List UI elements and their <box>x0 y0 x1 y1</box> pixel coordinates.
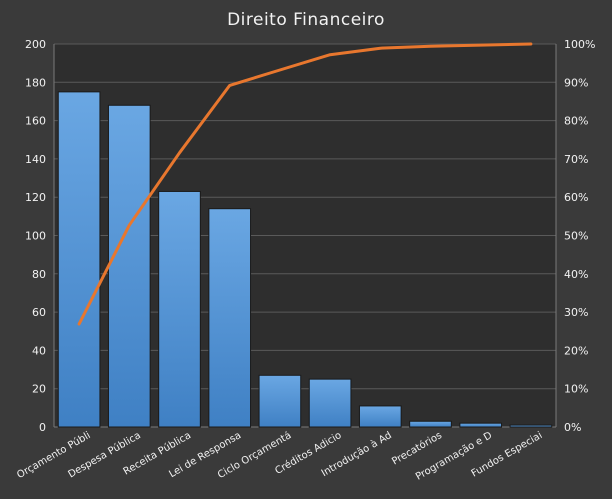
bar <box>509 424 553 428</box>
y-right-tick-label: 70% <box>564 153 588 166</box>
y-right-tick-label: 30% <box>564 306 588 319</box>
y-left-tick-label: 200 <box>25 38 46 51</box>
bar <box>107 104 151 428</box>
bar <box>459 422 503 428</box>
y-left-tick-label: 160 <box>25 115 46 128</box>
y-left-tick-label: 100 <box>25 230 46 243</box>
y-right-tick-label: 80% <box>564 115 588 128</box>
y-right-tick-label: 40% <box>564 268 588 281</box>
y-left-tick-label: 120 <box>25 191 46 204</box>
y-left-tick-label: 60 <box>32 306 46 319</box>
y-left-tick-label: 20 <box>32 383 46 396</box>
plot-area: 0 0% 20 10% 40 20% 60 30% 80 40% 100 50% 120 60% 140 70… <box>15 38 596 483</box>
y-right-tick-label: 60% <box>564 191 588 204</box>
y-left-tick-label: 80 <box>32 268 46 281</box>
bar <box>308 378 352 428</box>
y-right-tick-label: 20% <box>564 344 588 357</box>
y-left-tick-label: 40 <box>32 344 46 357</box>
y-right-tick-label: 100% <box>564 38 595 51</box>
y-right-tick-label: 10% <box>564 383 588 396</box>
cumulative-line <box>77 42 533 326</box>
chart-title: Direito Financeiro <box>227 10 385 30</box>
bar <box>358 405 402 428</box>
y-left-tick-label: 140 <box>25 153 46 166</box>
bar <box>409 420 452 428</box>
bar <box>208 208 252 428</box>
bar <box>158 190 201 428</box>
bar <box>57 91 101 428</box>
y-left-tick-label: 0 <box>39 421 46 434</box>
y-right-tick-label: 0% <box>564 421 581 434</box>
y-left-tick-label: 180 <box>25 76 46 89</box>
y-right-tick-label: 90% <box>564 76 588 89</box>
y-right-tick-label: 50% <box>564 230 588 243</box>
bar <box>258 374 302 428</box>
